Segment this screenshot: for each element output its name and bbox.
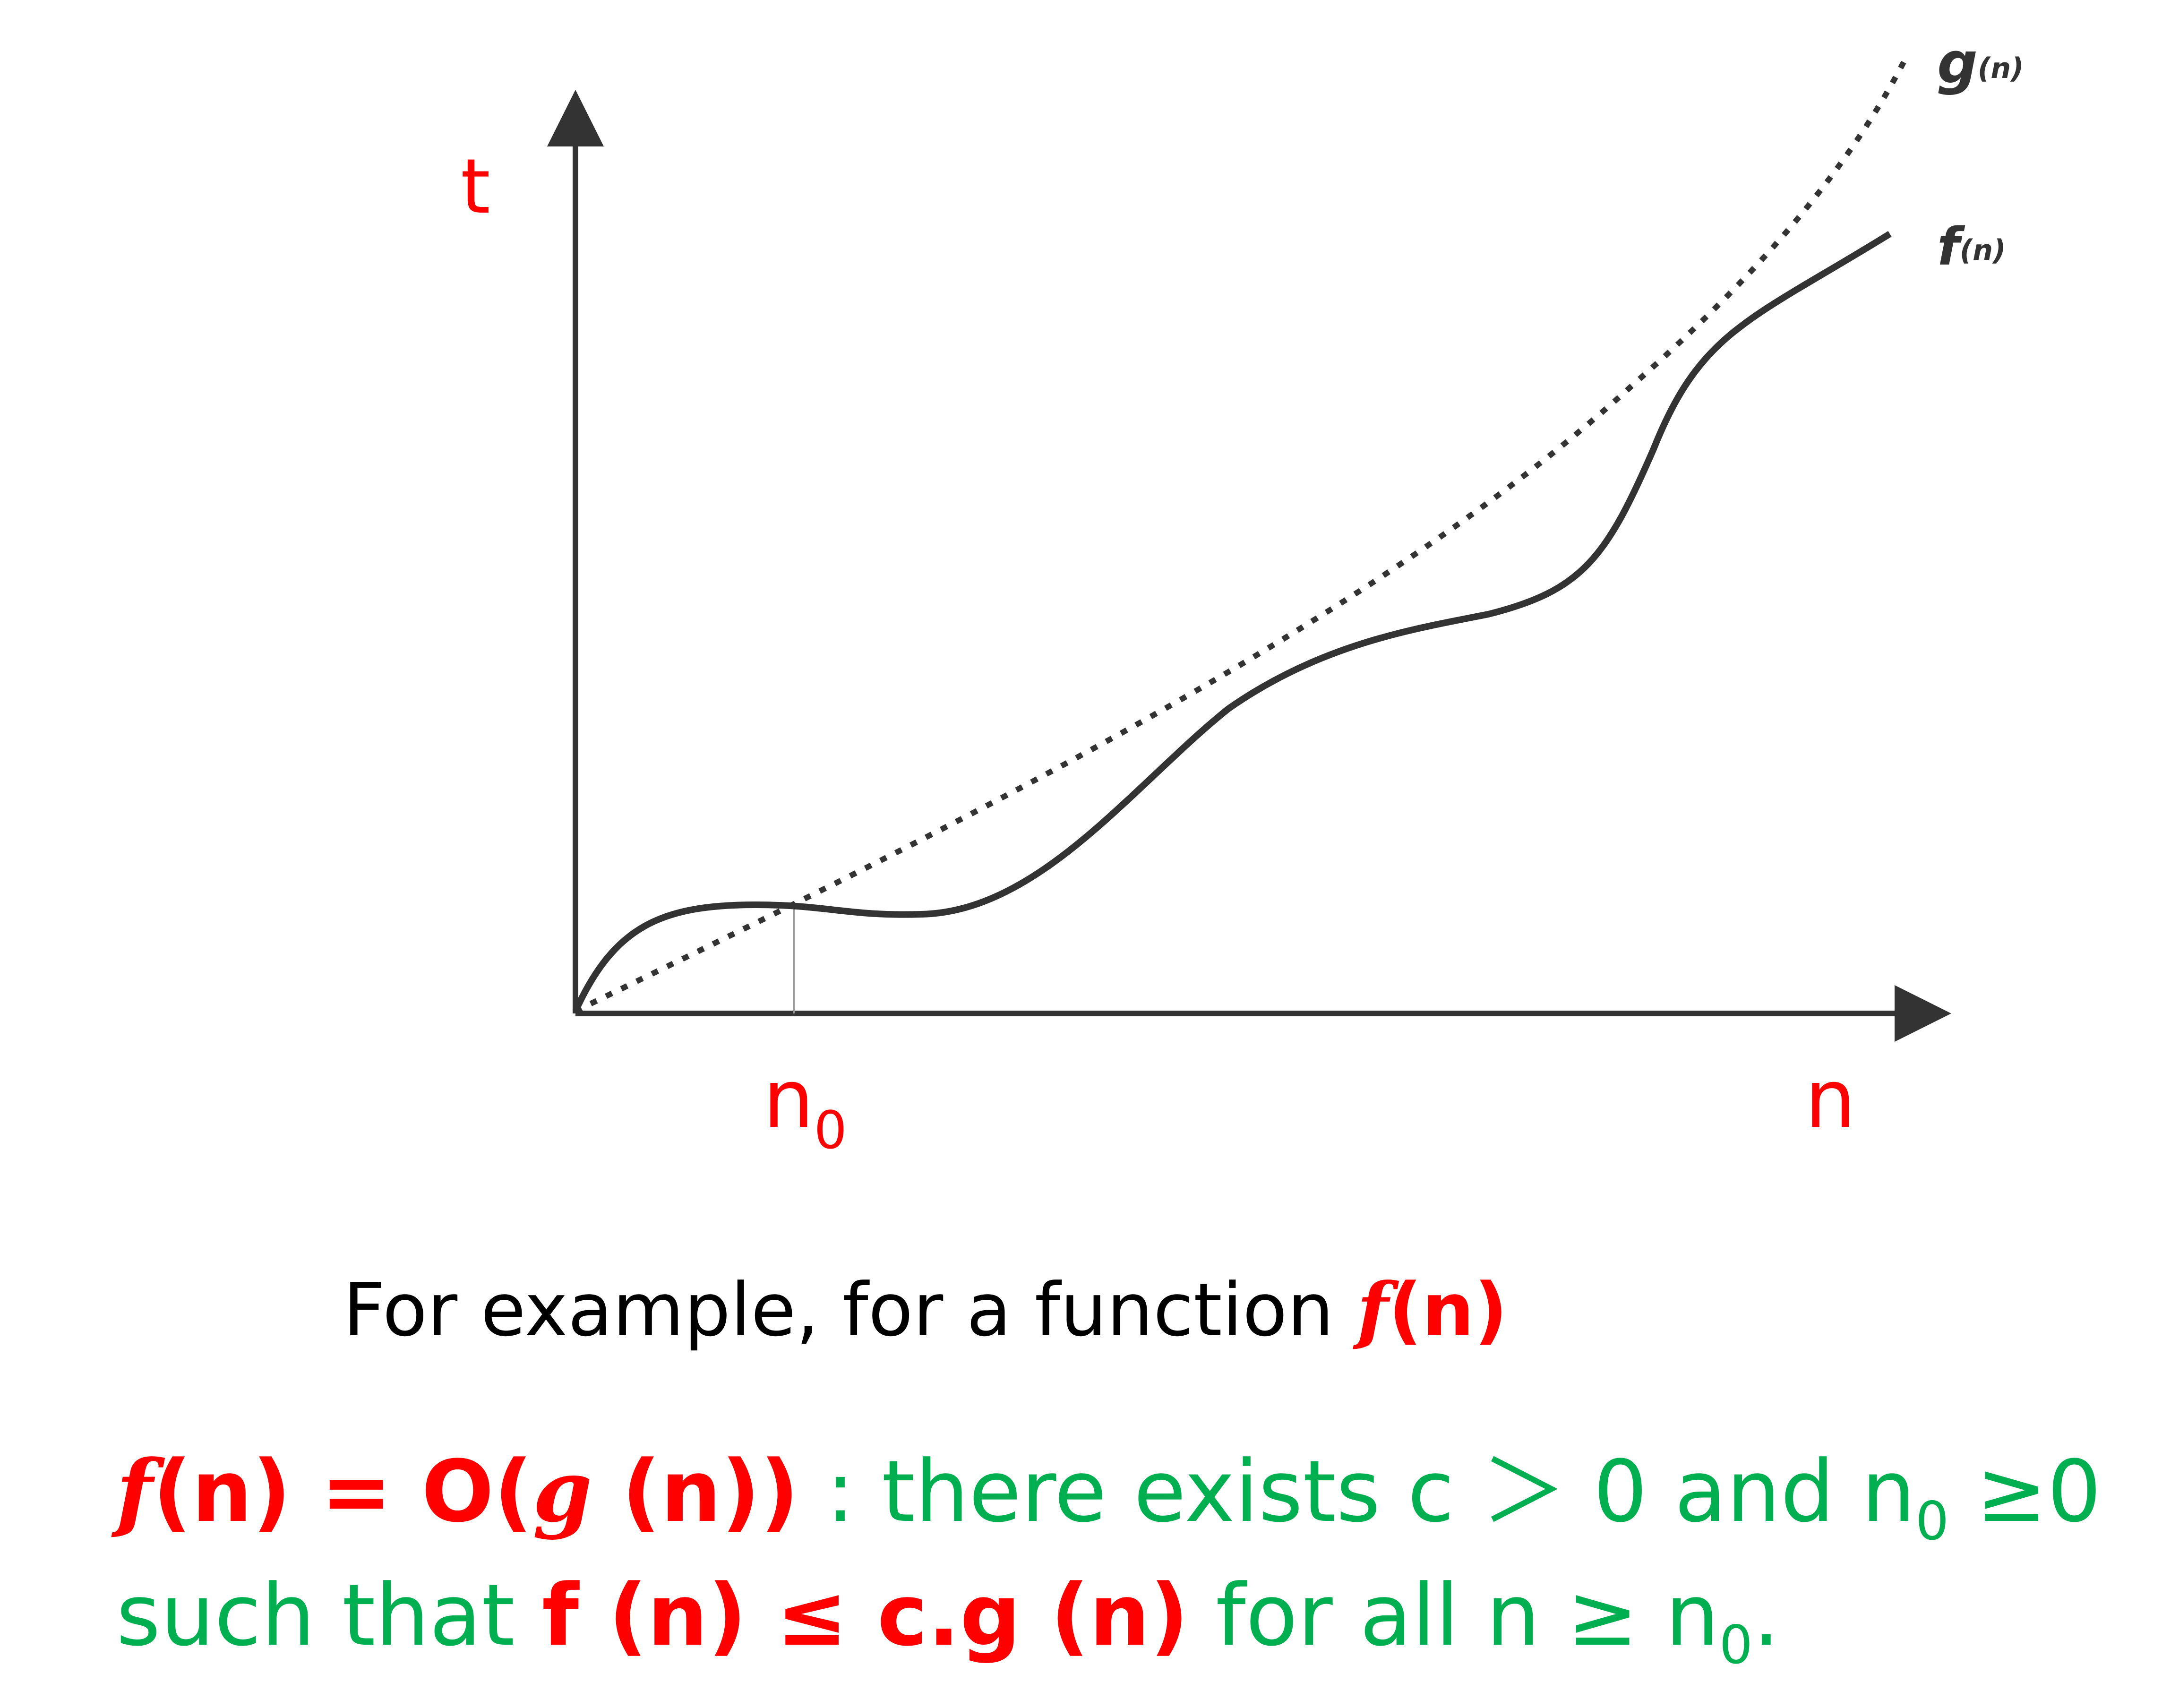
f-curve [572,231,1892,1013]
def-f: f [116,1442,153,1541]
big-o-definition-line1: f(n) = O(g (n)) : there exists c ＞ 0 and… [116,1442,2102,1553]
f-label: f(n) [1937,216,2006,277]
big-o-diagram: g(n) f(n) t n n0 [461,31,2024,1160]
n0-label: n0 [763,1053,847,1160]
inequality: f (n) ≤ c.g (n) [541,1566,1189,1665]
x-axis-label: n [1805,1053,1856,1146]
example-caption: For example, for a function f(n) [343,1266,1508,1353]
big-o-definition-line2: such that f (n) ≤ c.g (n) for all n ≥ n0… [116,1566,1780,1676]
g-label: g(n) [1937,31,2024,96]
g-curve [574,60,1907,1014]
y-axis-label: t [461,142,490,231]
